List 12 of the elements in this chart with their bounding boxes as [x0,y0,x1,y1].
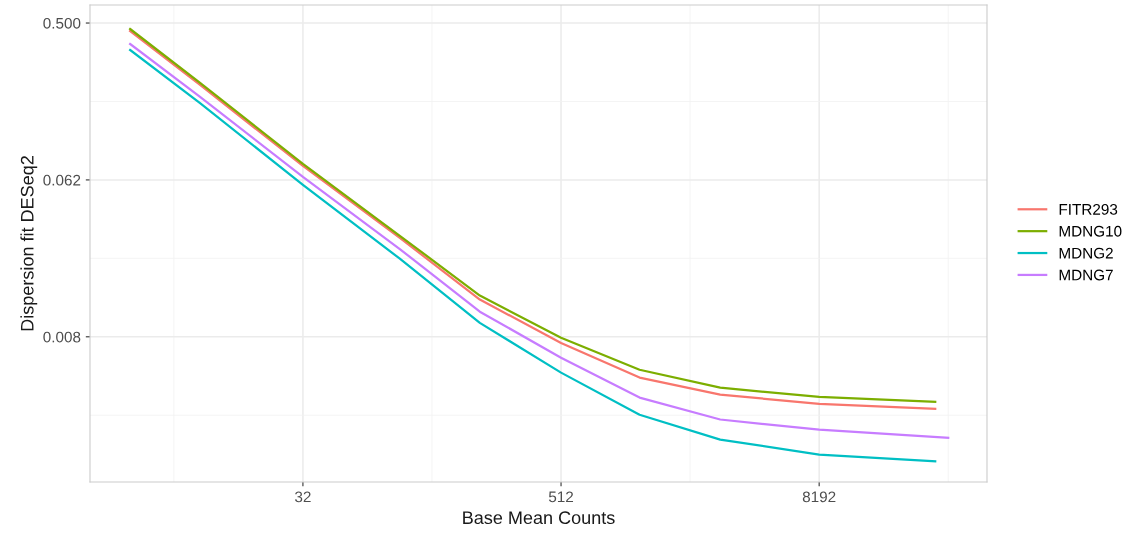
legend-label: MDNG7 [1059,269,1113,281]
legend-label: MDNG10 [1059,225,1122,237]
y-tick-label: 0.062 [43,174,81,186]
y-tick-label: 0.500 [43,17,81,29]
x-axis-title: Base Mean Counts [463,511,615,525]
y-axis-title: Dispersion fit DESeq2 [20,156,38,331]
x-tick-label: 512 [548,491,574,503]
legend-label: FITR293 [1059,203,1118,215]
x-tick-label: 32 [295,491,311,503]
y-tick-label: 0.008 [43,331,81,343]
x-tick-label: 8192 [802,491,836,503]
legend-label: MDNG2 [1059,247,1113,259]
